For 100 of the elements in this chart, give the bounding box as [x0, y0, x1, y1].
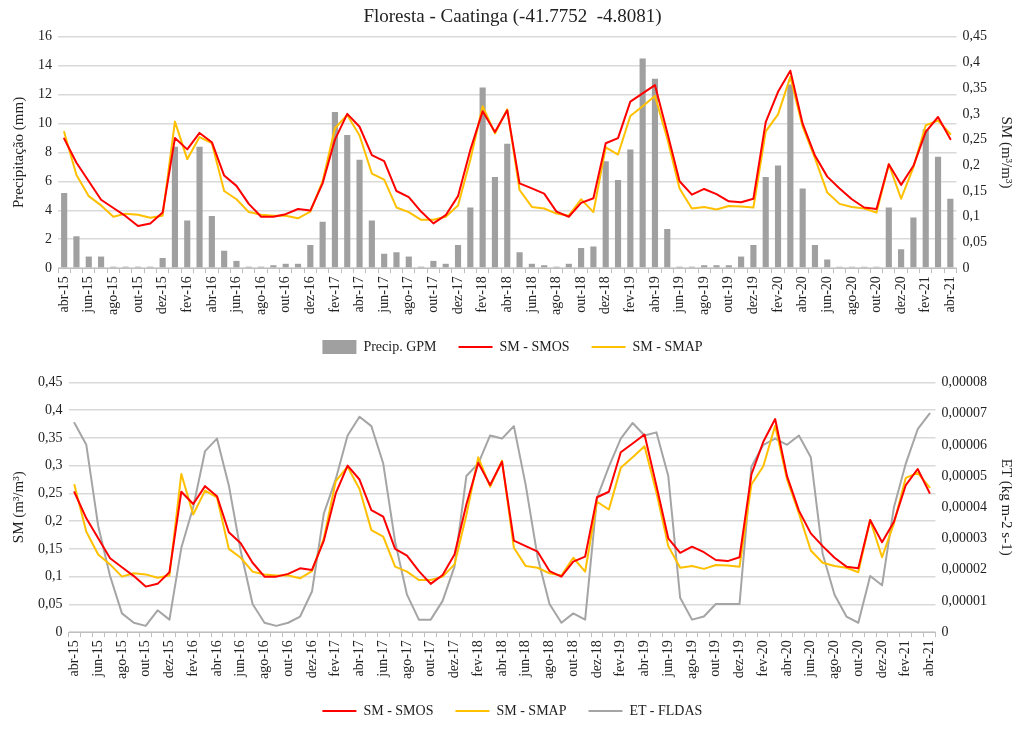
x-tick-label: dez-19: [731, 640, 747, 679]
x-tick-label: out-18: [572, 276, 588, 313]
y-tick-label: 0,25: [38, 485, 63, 501]
x-tick-label: dez-18: [597, 276, 613, 315]
y2-axis-title: SM (m³/m³): [998, 116, 1016, 189]
bar: [898, 249, 905, 268]
y-tick-label: 0,35: [38, 429, 63, 445]
x-tick-label: dez-16: [301, 276, 317, 315]
x-tick-label: ago-20: [826, 640, 842, 680]
bar: [824, 259, 831, 268]
bar: [922, 129, 929, 268]
bar: [319, 221, 326, 268]
y-tick-label: 10: [38, 115, 52, 131]
x-tick-label: jun-20: [802, 640, 818, 678]
x-tick-label: out-17: [425, 276, 441, 313]
bar: [356, 159, 363, 268]
x-tick-label: abr-15: [66, 640, 82, 677]
legend-label: Precip. GPM: [363, 338, 438, 354]
y-tick-label: 0,3: [45, 457, 63, 473]
x-tick-label: abr-17: [351, 276, 367, 313]
bar: [405, 256, 412, 268]
y-tick-label: 16: [38, 28, 52, 44]
x-tick-label: dez-17: [446, 640, 462, 679]
x-tick-label: jun-15: [80, 276, 96, 314]
y2-tick-label: 0: [962, 259, 970, 275]
x-tick-label: fev-18: [474, 276, 490, 313]
bar: [799, 188, 806, 268]
x-tick-label: out-20: [849, 640, 865, 677]
bar: [184, 220, 191, 268]
x-tick-label: dez-19: [745, 276, 761, 315]
y-tick-label: 0,4: [45, 401, 63, 417]
bar: [910, 217, 917, 268]
y2-tick-label: 0,00005: [941, 467, 987, 483]
y2-tick-label: 0,00002: [941, 561, 987, 577]
bar: [504, 143, 511, 268]
x-tick-label: out-19: [720, 276, 736, 313]
bar: [947, 198, 954, 268]
x-tick-label: abr-18: [493, 640, 509, 677]
x-tick-label: fev-16: [178, 276, 194, 313]
x-tick-label: abr-16: [208, 640, 224, 677]
legend-label: SM - SMOS: [363, 702, 434, 718]
bar: [171, 146, 179, 268]
x-tick-label: ago-16: [256, 640, 272, 680]
bar: [651, 78, 659, 268]
x-tick-label: out-17: [422, 640, 438, 677]
x-tick-label: ago-20: [843, 276, 859, 316]
x-tick-label: ago-17: [400, 276, 416, 316]
x-tick-label: out-16: [277, 276, 293, 313]
bar: [159, 258, 166, 268]
x-tick-label: fev-16: [184, 640, 200, 677]
x-tick-label: abr-21: [942, 276, 958, 313]
y-tick-label: 8: [45, 144, 52, 160]
bar: [331, 111, 339, 268]
y-tick-label: 2: [45, 230, 52, 246]
bar: [627, 149, 634, 268]
y-tick-label: 0,1: [45, 568, 63, 584]
bar: [811, 244, 819, 268]
x-tick-label: out-19: [707, 640, 723, 677]
x-tick-label: jun-19: [671, 276, 687, 314]
bar: [430, 260, 437, 268]
x-tick-label: abr-20: [794, 276, 810, 313]
bar: [750, 244, 757, 268]
bar: [196, 146, 203, 268]
y2-tick-label: 0,4: [962, 54, 980, 70]
x-tick-label: fev-19: [612, 640, 628, 677]
x-tick-label: dez-16: [303, 640, 319, 679]
x-tick-label: fev-17: [327, 640, 343, 677]
x-tick-label: jun-16: [232, 640, 248, 678]
y-axis-title: SM (m³/m³): [9, 471, 27, 544]
chart-title: Floresta - Caatinga (-41.7752 -4.8081): [363, 5, 662, 28]
x-tick-label: abr-20: [778, 640, 794, 677]
x-tick-label: ago-19: [683, 640, 699, 680]
bar: [85, 256, 92, 268]
legend-label: ET - FLDAS: [629, 702, 703, 718]
x-tick-label: ago-16: [252, 276, 268, 316]
x-tick-label: fev-20: [769, 276, 785, 313]
y2-tick-label: 0,45: [962, 28, 987, 44]
legend-label: SM - SMAP: [632, 338, 703, 354]
bar: [491, 177, 499, 268]
x-tick-label: jun-17: [374, 640, 390, 678]
bar: [270, 265, 277, 268]
x-tick-label: out-15: [129, 276, 145, 313]
x-tick-label: out-16: [279, 640, 295, 677]
x-tick-label: jun-17: [375, 276, 391, 314]
bar: [393, 252, 400, 268]
x-tick-label: fev-19: [622, 276, 637, 313]
bar: [98, 256, 105, 268]
x-tick-label: ago-17: [398, 640, 414, 680]
bar: [381, 253, 388, 268]
bar: [344, 135, 351, 268]
bar: [885, 207, 892, 268]
bar: [61, 192, 68, 268]
x-tick-label: jun-18: [523, 276, 539, 314]
bar: [221, 250, 228, 268]
y2-tick-label: 0,05: [962, 234, 987, 250]
x-tick-label: jun-19: [659, 640, 675, 678]
x-tick-label: jun-18: [517, 640, 533, 678]
legend-label: SM - SMAP: [496, 702, 567, 718]
bar: [664, 229, 671, 268]
x-tick-label: fev-20: [754, 640, 770, 677]
